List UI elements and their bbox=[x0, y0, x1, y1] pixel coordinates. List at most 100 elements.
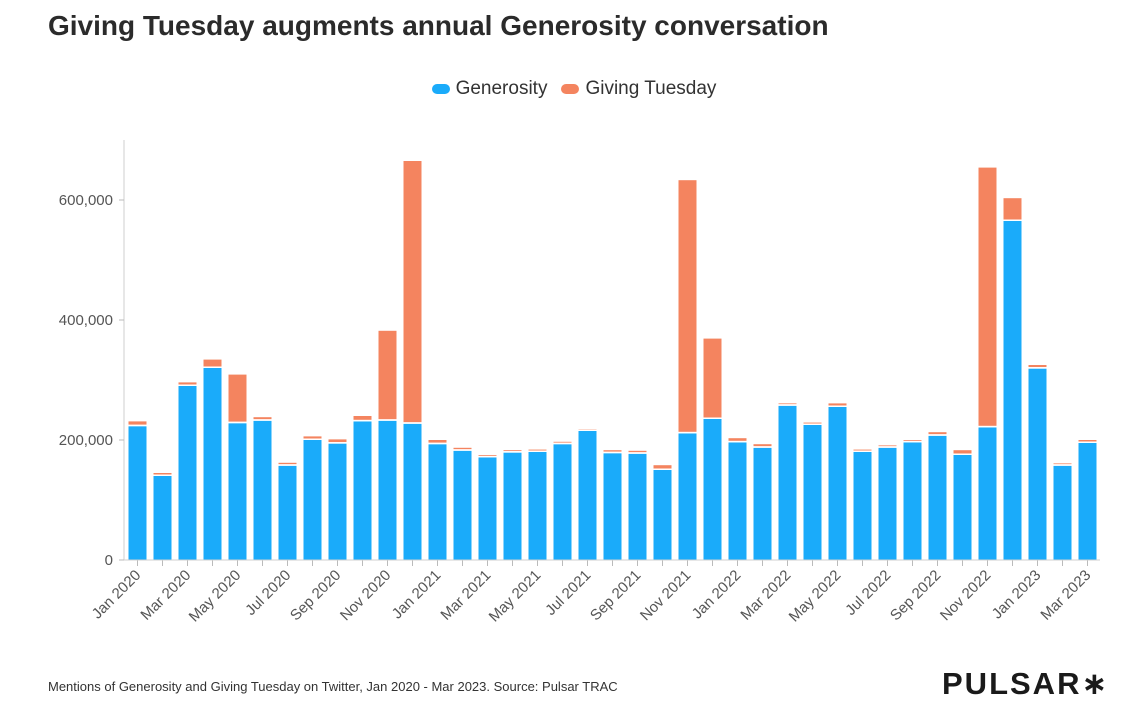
bar-giving-tuesday[interactable] bbox=[753, 444, 772, 447]
bar-generosity[interactable] bbox=[678, 433, 697, 560]
bar-giving-tuesday[interactable] bbox=[728, 438, 747, 441]
legend: Generosity Giving Tuesday bbox=[0, 78, 1148, 100]
bar-generosity[interactable] bbox=[628, 453, 647, 560]
bar-giving-tuesday[interactable] bbox=[128, 421, 147, 425]
legend-label-giving-tuesday: Giving Tuesday bbox=[585, 78, 717, 99]
bar-generosity[interactable] bbox=[428, 444, 447, 560]
bar-generosity[interactable] bbox=[528, 452, 547, 560]
bar-giving-tuesday[interactable] bbox=[853, 449, 872, 451]
bar-generosity[interactable] bbox=[753, 447, 772, 560]
bar-giving-tuesday[interactable] bbox=[678, 180, 697, 432]
bar-generosity[interactable] bbox=[1078, 443, 1097, 560]
x-tick-label: Jan 2021 bbox=[389, 567, 445, 623]
x-tick-label: Mar 2020 bbox=[137, 567, 194, 624]
bar-giving-tuesday[interactable] bbox=[903, 440, 922, 441]
legend-item-giving-tuesday[interactable]: Giving Tuesday bbox=[561, 78, 716, 100]
bar-giving-tuesday[interactable] bbox=[153, 473, 172, 475]
legend-label-generosity: Generosity bbox=[455, 78, 548, 99]
bar-generosity[interactable] bbox=[1003, 221, 1022, 560]
x-tick-label: Mar 2022 bbox=[737, 567, 794, 624]
bar-generosity[interactable] bbox=[128, 426, 147, 560]
bar-generosity[interactable] bbox=[928, 435, 947, 560]
bar-giving-tuesday[interactable] bbox=[478, 455, 497, 456]
bar-giving-tuesday[interactable] bbox=[303, 436, 322, 439]
bar-generosity[interactable] bbox=[503, 452, 522, 560]
bar-giving-tuesday[interactable] bbox=[378, 330, 397, 420]
bar-giving-tuesday[interactable] bbox=[703, 338, 722, 418]
bar-generosity[interactable] bbox=[378, 420, 397, 560]
bar-generosity[interactable] bbox=[578, 431, 597, 560]
bar-giving-tuesday[interactable] bbox=[828, 403, 847, 406]
x-tick-label: Jul 2020 bbox=[242, 567, 294, 619]
bar-giving-tuesday[interactable] bbox=[778, 403, 797, 405]
bar-generosity[interactable] bbox=[403, 423, 422, 560]
bar-giving-tuesday[interactable] bbox=[628, 450, 647, 453]
bar-giving-tuesday[interactable] bbox=[1078, 440, 1097, 442]
x-tick-label: Jan 2023 bbox=[989, 567, 1045, 623]
bar-giving-tuesday[interactable] bbox=[453, 447, 472, 450]
bar-giving-tuesday[interactable] bbox=[978, 167, 997, 426]
bar-giving-tuesday[interactable] bbox=[328, 439, 347, 443]
bar-giving-tuesday[interactable] bbox=[553, 441, 572, 443]
bar-giving-tuesday[interactable] bbox=[428, 440, 447, 443]
bar-giving-tuesday[interactable] bbox=[178, 382, 197, 385]
bar-giving-tuesday[interactable] bbox=[1028, 365, 1047, 368]
bar-generosity[interactable] bbox=[553, 444, 572, 560]
x-tick-label: May 2021 bbox=[486, 567, 545, 626]
bar-giving-tuesday[interactable] bbox=[953, 450, 972, 454]
bar-giving-tuesday[interactable] bbox=[403, 161, 422, 423]
bar-giving-tuesday[interactable] bbox=[928, 432, 947, 435]
bar-generosity[interactable] bbox=[203, 368, 222, 560]
bar-generosity[interactable] bbox=[603, 453, 622, 560]
bar-generosity[interactable] bbox=[653, 470, 672, 560]
x-tick-label: Sep 2021 bbox=[587, 567, 644, 624]
x-tick-label: Jan 2022 bbox=[689, 567, 745, 623]
legend-item-generosity[interactable]: Generosity bbox=[431, 78, 548, 100]
bar-generosity[interactable] bbox=[878, 447, 897, 560]
x-tick-label: May 2020 bbox=[186, 567, 245, 626]
bar-generosity[interactable] bbox=[803, 425, 822, 560]
bar-giving-tuesday[interactable] bbox=[603, 450, 622, 452]
bar-generosity[interactable] bbox=[478, 457, 497, 560]
bar-generosity[interactable] bbox=[1028, 368, 1047, 560]
bar-giving-tuesday[interactable] bbox=[353, 416, 372, 420]
bar-giving-tuesday[interactable] bbox=[1053, 463, 1072, 465]
bar-giving-tuesday[interactable] bbox=[228, 374, 247, 422]
bar-giving-tuesday[interactable] bbox=[203, 359, 222, 367]
bar-generosity[interactable] bbox=[178, 386, 197, 560]
bar-generosity[interactable] bbox=[228, 423, 247, 560]
bar-giving-tuesday[interactable] bbox=[653, 465, 672, 469]
bar-generosity[interactable] bbox=[953, 455, 972, 560]
bar-generosity[interactable] bbox=[903, 442, 922, 560]
bar-generosity[interactable] bbox=[778, 405, 797, 560]
bar-generosity[interactable] bbox=[328, 443, 347, 560]
bar-generosity[interactable] bbox=[453, 450, 472, 560]
x-tick-label: May 2022 bbox=[786, 567, 845, 626]
bar-giving-tuesday[interactable] bbox=[528, 449, 547, 451]
bar-giving-tuesday[interactable] bbox=[1003, 198, 1022, 220]
bar-generosity[interactable] bbox=[278, 465, 297, 560]
legend-swatch-giving-tuesday bbox=[561, 84, 580, 94]
bar-giving-tuesday[interactable] bbox=[878, 445, 897, 447]
bar-generosity[interactable] bbox=[153, 476, 172, 560]
chart-caption: Mentions of Generosity and Giving Tuesda… bbox=[48, 679, 618, 694]
bar-generosity[interactable] bbox=[253, 420, 272, 560]
x-tick-label: Jan 2020 bbox=[89, 567, 145, 623]
y-tick-label: 0 bbox=[105, 552, 113, 569]
legend-swatch-generosity bbox=[431, 84, 450, 94]
bar-generosity[interactable] bbox=[1053, 465, 1072, 560]
bar-generosity[interactable] bbox=[978, 427, 997, 560]
x-tick-label: Jul 2022 bbox=[842, 567, 894, 619]
x-tick-label: Mar 2023 bbox=[1037, 567, 1094, 624]
bar-generosity[interactable] bbox=[828, 407, 847, 560]
bar-generosity[interactable] bbox=[703, 419, 722, 560]
bar-generosity[interactable] bbox=[303, 440, 322, 560]
bar-giving-tuesday[interactable] bbox=[803, 422, 822, 424]
bar-generosity[interactable] bbox=[728, 442, 747, 560]
bar-giving-tuesday[interactable] bbox=[253, 417, 272, 420]
bar-giving-tuesday[interactable] bbox=[503, 450, 522, 452]
bar-giving-tuesday[interactable] bbox=[278, 462, 297, 465]
pulsar-logo: PULSAR∗ bbox=[942, 666, 1110, 701]
bar-generosity[interactable] bbox=[353, 421, 372, 560]
bar-generosity[interactable] bbox=[853, 452, 872, 560]
